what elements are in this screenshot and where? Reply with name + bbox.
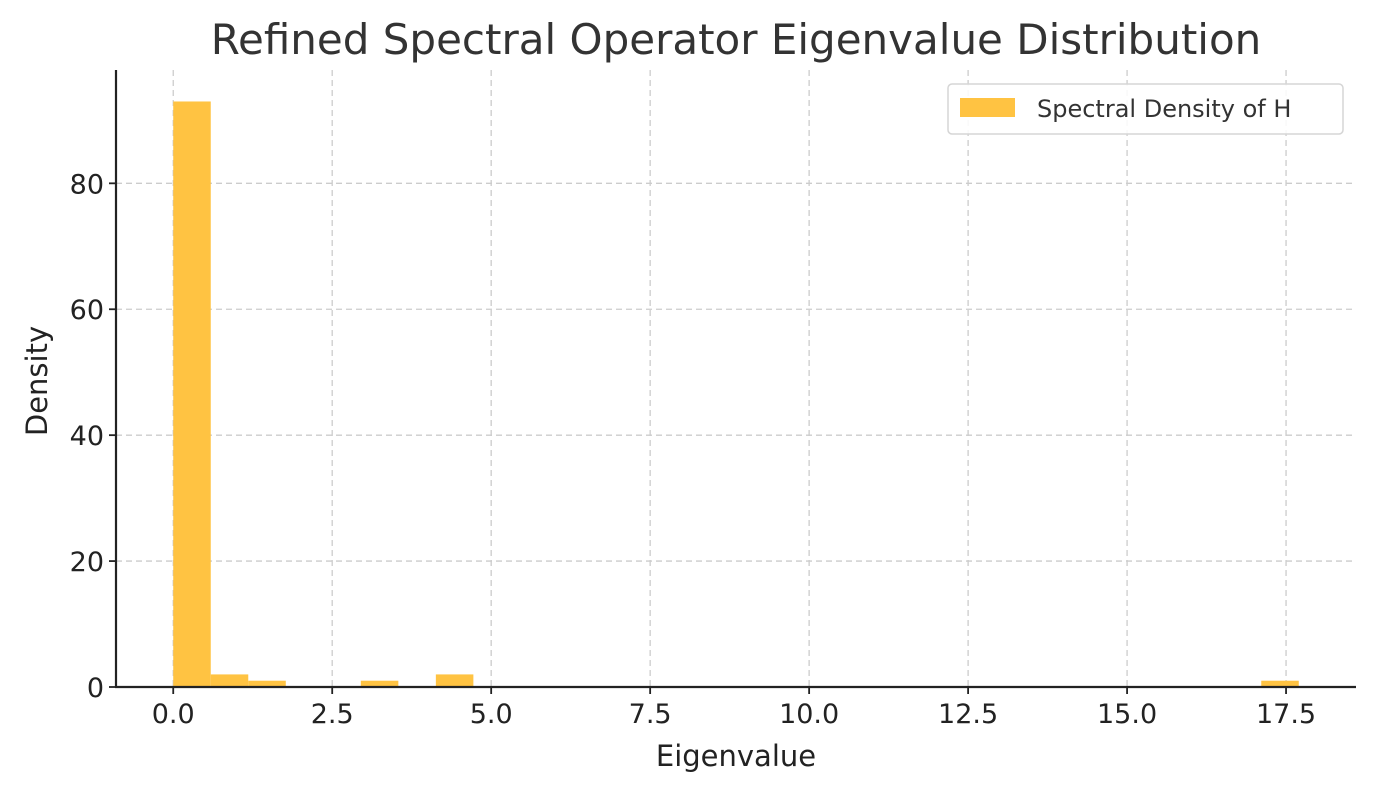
x-tick-label: 17.5 (1256, 699, 1316, 730)
y-tick-label: 40 (70, 421, 104, 452)
legend-box (947, 83, 1344, 135)
y-tick-label: 60 (70, 295, 104, 326)
y-tick-label: 20 (70, 547, 104, 578)
x-tick-label: 5.0 (470, 699, 513, 730)
grid (116, 70, 1356, 688)
bars (173, 101, 1299, 687)
x-tick-label: 12.5 (938, 699, 998, 730)
y-ticks: 0 20 40 60 80 (70, 169, 116, 704)
x-tick-label: 0.0 (152, 699, 195, 730)
y-axis-label: Density (20, 326, 54, 436)
axes (114, 70, 1356, 689)
histogram-bar (1261, 680, 1299, 687)
x-axis-label: Eigenvalue (656, 739, 816, 773)
legend-label: Spectral Density of H (1037, 95, 1291, 123)
x-tick-label: 15.0 (1097, 699, 1157, 730)
legend: Spectral Density of H (947, 83, 1344, 135)
x-tick-label: 7.5 (629, 699, 672, 730)
x-ticks: 0.0 2.5 5.0 7.5 10.0 12.5 15.0 17.5 (152, 687, 1316, 730)
x-tick-label: 10.0 (779, 699, 839, 730)
histogram-bar (360, 680, 399, 687)
legend-swatch (960, 98, 1015, 117)
histogram-bar (435, 674, 474, 687)
y-tick-label: 80 (70, 169, 104, 200)
histogram-bar (210, 674, 249, 687)
histogram-bar (248, 680, 286, 687)
chart-title: Refined Spectral Operator Eigenvalue Dis… (211, 15, 1262, 64)
histogram-bar (173, 101, 211, 687)
x-tick-label: 2.5 (311, 699, 354, 730)
y-tick-label: 0 (87, 673, 104, 704)
